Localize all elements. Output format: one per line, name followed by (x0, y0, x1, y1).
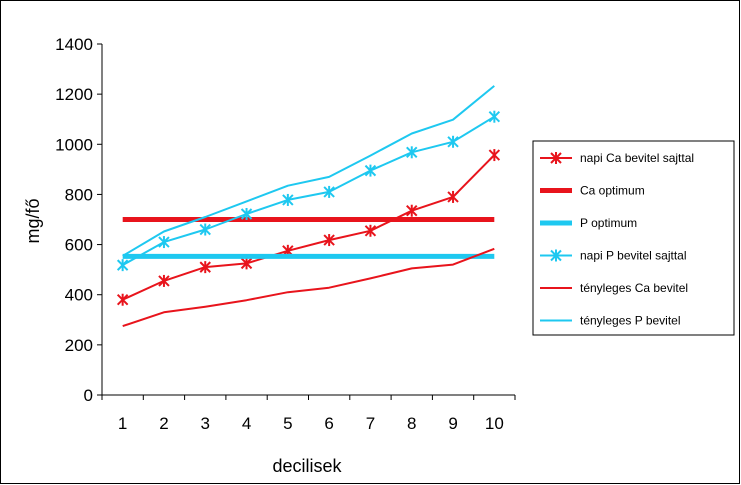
y-tick-label: 1000 (55, 135, 93, 154)
legend-marker (550, 152, 562, 164)
legend-label: tényleges Ca bevitel (580, 281, 688, 295)
y-tick-label: 1400 (55, 35, 93, 54)
data-point (447, 190, 459, 203)
legend-box (532, 140, 735, 336)
axes: 0 200 400 600 800 1000 1200 1400 1 2 3 4 5 6 7 8 9 10 (55, 35, 516, 433)
data-point (158, 236, 170, 249)
y-tick-label: 400 (65, 286, 93, 305)
series-6 (122, 85, 495, 257)
data-point (158, 274, 170, 287)
series-4 (116, 110, 501, 272)
data-point (323, 185, 335, 198)
data-point (364, 224, 377, 237)
data-point (116, 259, 129, 272)
data-point (488, 110, 501, 123)
x-tick-label: 3 (201, 414, 210, 433)
legend-item: P optimum (540, 216, 637, 230)
legend-label: napi P bevitel sajttal (580, 249, 687, 263)
y-tick-label: 1200 (55, 85, 93, 104)
series-layer (116, 85, 501, 328)
data-point (199, 223, 211, 236)
legend-label: tényleges P bevitel (580, 314, 681, 328)
x-axis-title: decilisek (272, 456, 342, 476)
data-point (282, 193, 294, 206)
legend-item: tényleges Ca bevitel (540, 281, 688, 295)
x-tick-label: 2 (159, 414, 168, 433)
series-5 (122, 247, 495, 328)
x-tick-label: 7 (366, 414, 375, 433)
x-tick-label: 10 (485, 414, 504, 433)
legend-item: napi Ca bevitel sajttal (540, 151, 694, 165)
series-line (122, 247, 495, 328)
legend-item: Ca optimum (540, 184, 645, 198)
x-tick-label: 4 (242, 414, 251, 433)
series-line (122, 115, 495, 266)
x-tick-label: 8 (407, 414, 416, 433)
y-axis-title: mg/fő (23, 198, 43, 243)
legend-item: tényleges P bevitel (540, 314, 681, 328)
y-tick-label: 0 (84, 386, 93, 405)
data-point (240, 207, 253, 220)
data-point (364, 164, 377, 177)
legend: napi Ca bevitel sajttal Ca optimum P optim… (532, 140, 735, 336)
data-point (447, 135, 459, 148)
x-tick-label: 1 (118, 414, 127, 433)
legend-item: napi P bevitel sajttal (540, 249, 687, 263)
data-point (488, 149, 501, 162)
x-tick-label: 9 (448, 414, 457, 433)
x-tick-label: 6 (324, 414, 333, 433)
legend-marker (550, 249, 562, 262)
x-tick-label: 5 (283, 414, 292, 433)
legend-label: napi Ca bevitel sajttal (580, 151, 694, 165)
legend-label: P optimum (580, 216, 637, 230)
data-point (406, 146, 418, 159)
y-tick-label: 600 (65, 236, 93, 255)
data-point (116, 293, 129, 306)
series-line (122, 85, 495, 257)
legend-label: Ca optimum (580, 184, 645, 198)
y-tick-label: 800 (65, 185, 93, 204)
data-point (406, 204, 418, 217)
data-point (240, 257, 253, 270)
y-tick-label: 200 (65, 336, 93, 355)
data-point (323, 234, 335, 247)
series-line (122, 154, 496, 301)
data-point (199, 261, 211, 274)
